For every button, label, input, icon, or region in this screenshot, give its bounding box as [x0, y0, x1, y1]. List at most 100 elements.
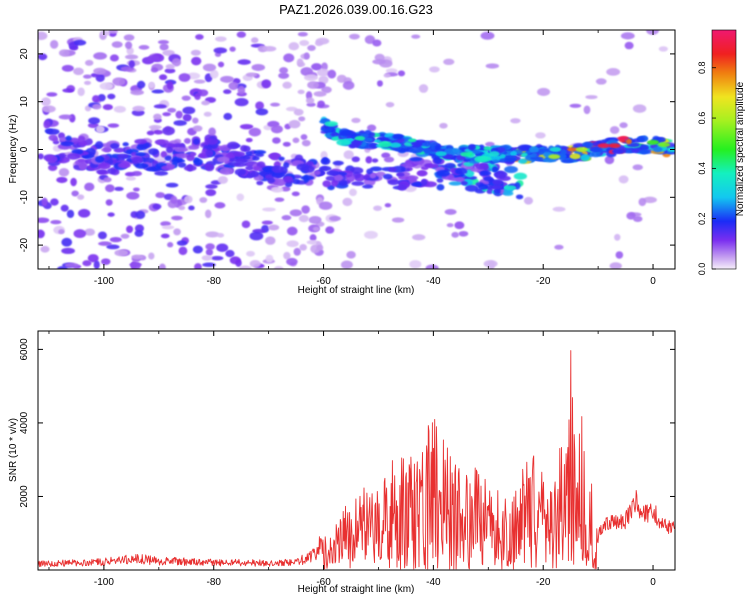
y-tick-label: 4000	[19, 411, 30, 434]
heatmap-cell	[417, 170, 428, 177]
heatmap-cell	[297, 89, 305, 95]
heatmap-cell	[350, 167, 364, 175]
heatmap-cell	[387, 179, 400, 186]
heatmap-cell	[329, 215, 341, 222]
heatmap-cell	[330, 179, 339, 187]
heatmap-cell	[84, 80, 92, 86]
heatmap-cell	[485, 63, 500, 69]
heatmap-cell	[38, 229, 45, 239]
heatmap-cell	[60, 141, 74, 147]
heatmap-cell	[66, 209, 75, 219]
heatmap-cell	[95, 125, 105, 134]
heatmap-cell	[205, 243, 215, 251]
heatmap-cell	[268, 224, 280, 231]
heatmap-cell	[107, 123, 120, 128]
heatmap-cell	[303, 174, 310, 183]
heatmap-cell	[217, 176, 228, 184]
heatmap-cell	[349, 33, 360, 40]
colorbar: 0.0 0.2 0.4 0.6 0.8 Normalized spectral ampl…	[697, 29, 746, 276]
heatmap-cell	[153, 104, 167, 109]
heatmap-cell	[429, 66, 440, 73]
heatmap-cell	[485, 141, 495, 147]
heatmap-cell	[418, 84, 429, 93]
heatmap-cell	[499, 154, 506, 160]
heatmap-cell	[608, 143, 621, 149]
heatmap-cell	[444, 148, 456, 155]
heatmap-cell	[199, 197, 208, 203]
heatmap-cell	[658, 46, 668, 52]
heatmap-cell	[412, 234, 426, 241]
heatmap-cell	[446, 223, 454, 228]
heatmap-cell	[272, 137, 281, 144]
heatmap-cell	[652, 146, 663, 153]
heatmap-cell	[595, 78, 607, 85]
heatmap-cell	[182, 113, 192, 122]
heatmap-cell	[234, 97, 249, 107]
x-tick-label: -60	[316, 276, 331, 287]
heatmap-cell	[510, 118, 521, 124]
heatmap-cell	[193, 79, 206, 84]
heatmap-cell	[88, 117, 101, 125]
heatmap-cell	[321, 157, 329, 164]
heatmap-cell	[444, 162, 456, 169]
y-tick-label: -20	[19, 237, 30, 252]
figure-title: PAZ1.2026.039.00.16.G23	[279, 2, 433, 17]
heatmap-cell	[375, 171, 386, 177]
heatmap-cell	[625, 138, 632, 145]
heatmap-cell	[515, 194, 524, 200]
heatmap-cell	[110, 143, 120, 150]
heatmap-cell	[609, 262, 622, 269]
x-tick-label: -40	[426, 276, 441, 287]
heatmap-cell	[456, 154, 466, 161]
heatmap-cell	[99, 30, 111, 36]
heatmap-cell	[314, 40, 324, 47]
heatmap-cell	[209, 69, 219, 79]
colorbar-tick-label: 0.8	[697, 61, 707, 74]
heatmap-cell	[436, 178, 444, 183]
heatmap-cell	[245, 137, 253, 143]
heatmap-cell	[624, 41, 634, 50]
heatmap-cell	[225, 249, 235, 258]
heatmap-cell	[297, 32, 308, 37]
colorbar-tick-label: 0.0	[697, 263, 707, 276]
heatmap-cell	[366, 168, 374, 175]
heatmap-cell	[411, 182, 424, 187]
heatmap-cell	[136, 80, 146, 89]
heatmap-cell	[267, 177, 276, 184]
heatmap-cell	[206, 138, 219, 145]
heatmap-cell	[146, 130, 155, 136]
heatmap-cell	[61, 247, 75, 255]
heatmap-cell	[77, 208, 91, 218]
heatmap-cell	[215, 36, 227, 42]
heatmap-cell	[308, 215, 322, 224]
heatmap-cell	[336, 139, 350, 146]
heatmap-cell	[638, 197, 647, 207]
heatmap-cell	[312, 226, 320, 232]
heatmap-cell	[108, 30, 118, 34]
heatmap-cell	[255, 101, 265, 110]
heatmap-cell	[396, 172, 405, 177]
heatmap-cell	[166, 164, 176, 169]
heatmap-cell	[443, 58, 455, 66]
heatmap-cell	[372, 39, 382, 47]
heatmap-cell	[97, 231, 107, 240]
heatmap-cell	[567, 147, 579, 152]
heatmap-y-label: Frequency (Hz)	[8, 115, 19, 184]
heatmap-cell	[378, 140, 392, 148]
heatmap-cell	[226, 141, 240, 150]
heatmap-cell	[93, 52, 107, 60]
heatmap-cell	[346, 251, 356, 259]
heatmap-cell	[153, 129, 164, 135]
heatmap-cell	[436, 183, 445, 191]
heatmap-cell	[160, 233, 170, 239]
heatmap-cell	[575, 147, 588, 152]
snr-y-label: SNR (10 * v/v)	[8, 418, 19, 482]
heatmap-cell	[517, 144, 532, 152]
heatmap-cell	[340, 260, 353, 269]
heatmap-cell	[369, 173, 377, 179]
heatmap-cell	[382, 173, 393, 180]
heatmap-cell	[392, 133, 404, 140]
heatmap-cell	[41, 197, 48, 207]
heatmap-cell	[319, 165, 332, 172]
